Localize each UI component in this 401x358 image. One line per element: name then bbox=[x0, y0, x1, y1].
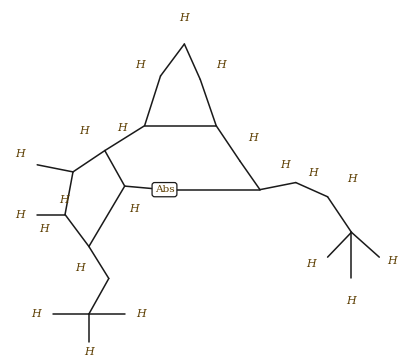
Text: H: H bbox=[16, 209, 25, 219]
Text: H: H bbox=[79, 126, 89, 136]
Text: H: H bbox=[346, 296, 356, 306]
Text: H: H bbox=[137, 309, 146, 319]
Text: Abs: Abs bbox=[155, 185, 174, 194]
Text: H: H bbox=[306, 259, 316, 269]
Text: H: H bbox=[75, 263, 85, 273]
Text: H: H bbox=[39, 224, 49, 234]
Text: H: H bbox=[308, 168, 318, 178]
Text: H: H bbox=[16, 149, 25, 159]
Text: H: H bbox=[387, 256, 397, 266]
Text: H: H bbox=[59, 195, 69, 205]
Text: H: H bbox=[117, 123, 126, 133]
Text: H: H bbox=[248, 134, 258, 144]
Text: H: H bbox=[280, 160, 290, 170]
Text: H: H bbox=[216, 61, 226, 70]
Text: H: H bbox=[348, 174, 357, 184]
Text: H: H bbox=[129, 204, 138, 214]
Text: H: H bbox=[31, 309, 41, 319]
Text: H: H bbox=[180, 13, 189, 23]
Text: H: H bbox=[135, 61, 145, 70]
Text: H: H bbox=[84, 347, 94, 357]
